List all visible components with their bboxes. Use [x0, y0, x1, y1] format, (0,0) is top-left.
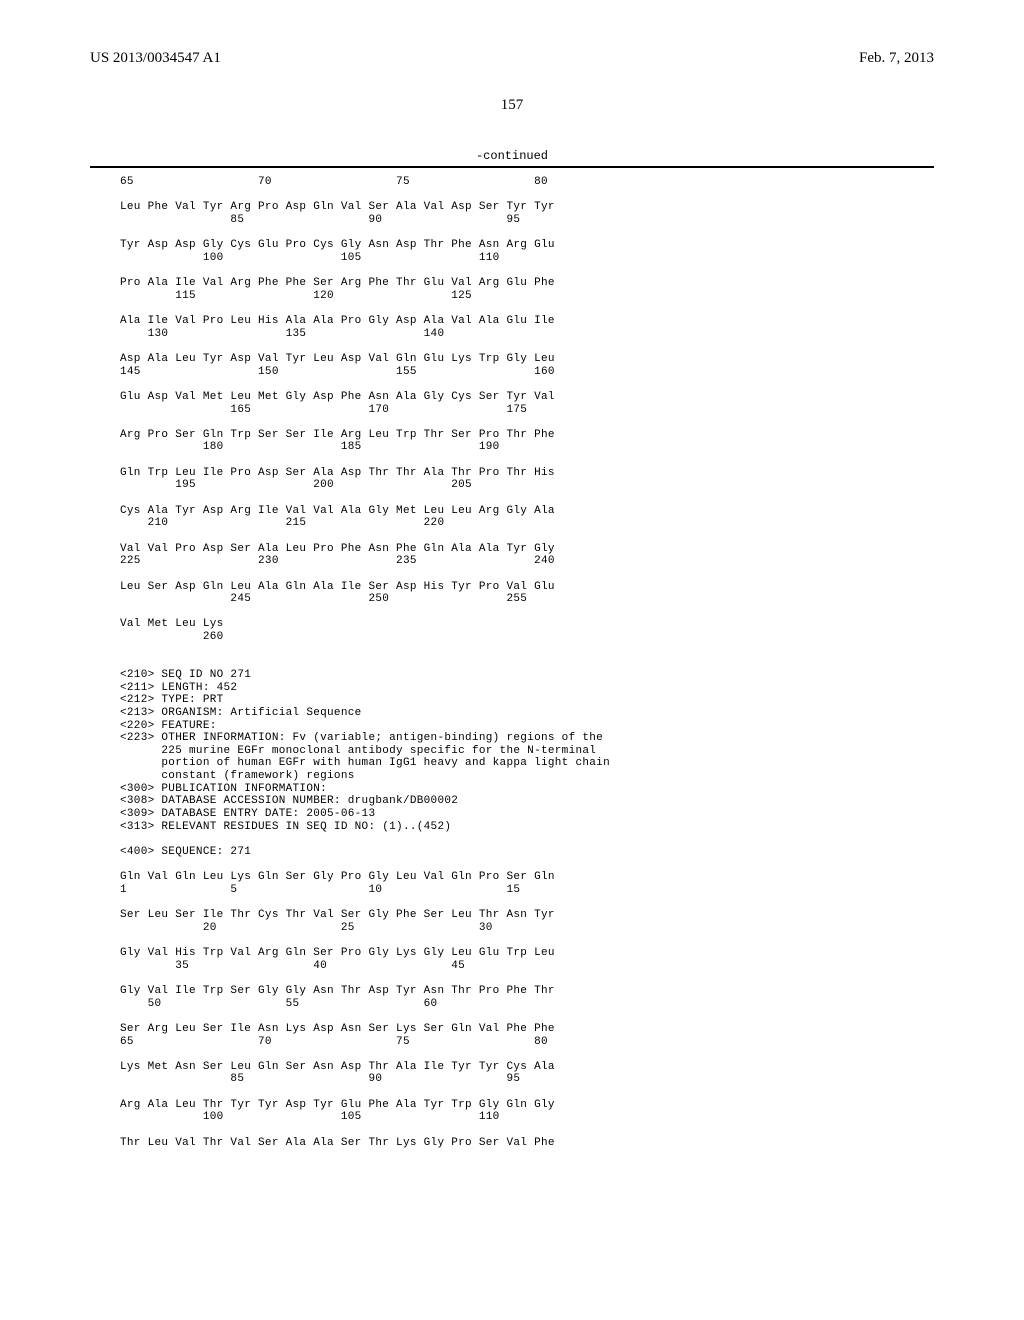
sequence-listing: 65 70 75 80 Leu Phe Val Tyr Arg Pro Asp …: [120, 176, 934, 1149]
page-header: US 2013/0034547 A1 Feb. 7, 2013: [90, 50, 934, 67]
publication-date: Feb. 7, 2013: [859, 50, 934, 67]
publication-number: US 2013/0034547 A1: [90, 50, 221, 67]
page-container: US 2013/0034547 A1 Feb. 7, 2013 157 -con…: [0, 0, 1024, 1320]
horizontal-rule: [90, 166, 934, 168]
page-number: 157: [90, 97, 934, 114]
continued-label: -continued: [90, 149, 934, 163]
